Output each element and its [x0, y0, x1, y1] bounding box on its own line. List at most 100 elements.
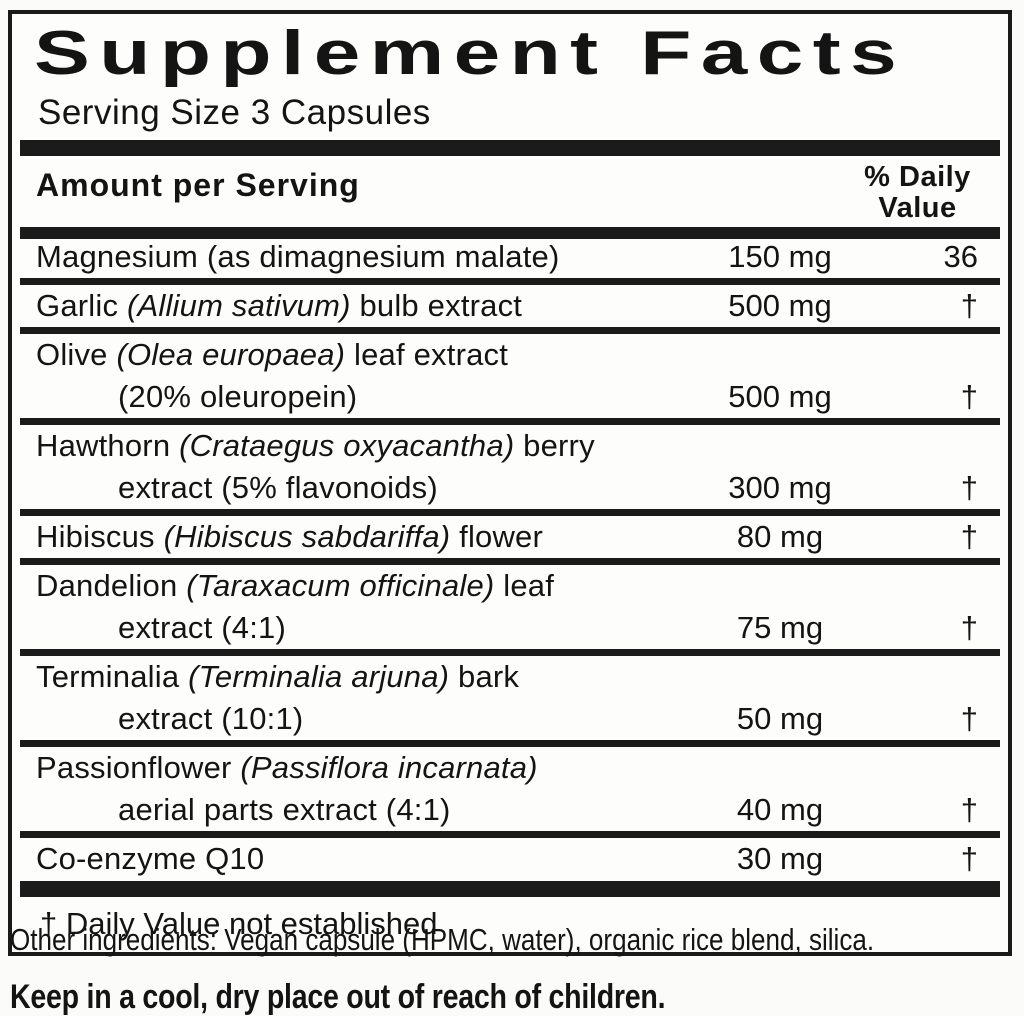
table-row: Hawthorn (Crataegus oxyacantha) berry ext…	[20, 428, 1000, 506]
table-row-line: (20% oleuropein) 500 mg †	[20, 379, 1000, 415]
ingredient-name-text: Olive	[36, 336, 117, 372]
latin-name: (Allium sativum)	[126, 287, 351, 323]
latin-name: (Taraxacum officinale)	[186, 567, 495, 603]
table-header: Amount per Serving % Daily Value	[20, 156, 1000, 227]
ingredient-name-text: Terminalia	[36, 658, 189, 694]
supplement-facts-panel: Supplement Facts Serving Size 3 Capsules…	[8, 10, 1012, 956]
row-divider	[20, 739, 1000, 747]
row-divider	[20, 326, 1000, 334]
ingredient-name-text: flower	[450, 518, 544, 554]
daily-value: †	[960, 700, 978, 736]
ingredient-name-text: berry	[514, 427, 595, 463]
ingredient-name-continued: extract (10:1)	[118, 700, 304, 736]
table-row: Passionflower (Passiflora incarnata) aeri…	[20, 750, 1000, 828]
row-divider	[20, 557, 1000, 565]
serving-size-text: Serving Size 3 Capsules	[38, 93, 431, 132]
divider-medium	[20, 226, 1000, 239]
ingredient-name: Passionflower (Passiflora incarnata)	[36, 749, 680, 785]
ingredient-name: Hawthorn (Crataegus oxyacantha) berry	[36, 427, 680, 463]
amount-value: 150 mg	[728, 238, 832, 274]
table-row: Magnesium (as dimagnesium malate) 150 mg 3…	[20, 239, 1000, 275]
ingredient-name-continued: extract (4:1)	[118, 609, 286, 645]
amount-value: 40 mg	[736, 791, 824, 827]
table-row-line: Olive (Olea europaea) leaf extract	[20, 337, 1000, 373]
ingredient-table: Magnesium (as dimagnesium malate) 150 mg 3…	[20, 239, 1000, 877]
daily-value: †	[960, 469, 978, 505]
latin-name: (Hibiscus sabdariffa)	[163, 518, 451, 554]
ingredient-name-text: Magnesium (as dimagnesium malate)	[36, 238, 560, 274]
amount-value: 75 mg	[736, 609, 824, 645]
table-row-line: Terminalia (Terminalia arjuna) bark	[20, 659, 1000, 695]
amount-value: 500 mg	[728, 287, 832, 323]
ingredient-name-text: leaf	[494, 567, 555, 603]
ingredient-name: Dandelion (Taraxacum officinale) leaf	[36, 567, 680, 603]
row-divider	[20, 648, 1000, 656]
row-divider	[20, 508, 1000, 516]
storage-warning-text: Keep in a cool, dry place out of reach o…	[10, 978, 666, 1016]
panel-title: Supplement Facts	[34, 19, 907, 88]
daily-value: †	[960, 840, 978, 876]
daily-value: †	[960, 287, 978, 323]
ingredient-name-text: Dandelion	[36, 567, 187, 603]
row-divider	[20, 830, 1000, 838]
ingredient-name-text: bark	[449, 658, 520, 694]
table-row: Garlic (Allium sativum) bulb extract 500 …	[20, 288, 1000, 324]
table-row-line: extract (5% flavonoids) 300 mg †	[20, 470, 1000, 506]
table-row-line: aerial parts extract (4:1) 40 mg †	[20, 792, 1000, 828]
ingredient-name-text: Co-enzyme Q10	[36, 840, 265, 876]
latin-name: (Olea europaea)	[116, 336, 346, 372]
table-row-line: extract (4:1) 75 mg †	[20, 610, 1000, 646]
row-divider	[20, 277, 1000, 285]
ingredient-name-text: leaf extract	[345, 336, 509, 372]
table-row-line: Passionflower (Passiflora incarnata)	[20, 750, 1000, 786]
table-row-line: Co-enzyme Q10 30 mg †	[20, 841, 1000, 877]
ingredient-name-continued: aerial parts extract (4:1)	[118, 791, 451, 827]
divider-heavy-top	[20, 140, 1000, 156]
table-row: Dandelion (Taraxacum officinale) leaf ext…	[20, 568, 1000, 646]
ingredient-name-continued: (20% oleuropein)	[118, 378, 358, 414]
amount-value: 80 mg	[736, 518, 824, 554]
table-row-line: Dandelion (Taraxacum officinale) leaf	[20, 568, 1000, 604]
daily-value-header-line2: Value	[878, 192, 957, 225]
amount-value: 500 mg	[728, 378, 832, 414]
amount-value: 300 mg	[728, 469, 832, 505]
daily-value: †	[960, 518, 978, 554]
table-row-line: Garlic (Allium sativum) bulb extract 500 …	[20, 288, 1000, 324]
daily-value: †	[960, 378, 978, 414]
ingredient-name-text: Hawthorn	[36, 427, 180, 463]
amount-per-serving-header: Amount per Serving	[36, 167, 360, 203]
table-row-line: Hibiscus (Hibiscus sabdariffa) flower 80 …	[20, 519, 1000, 555]
table-row-line: Magnesium (as dimagnesium malate) 150 mg 3…	[20, 239, 1000, 275]
daily-value: †	[960, 791, 978, 827]
ingredient-name-text: Hibiscus	[36, 518, 164, 554]
row-divider	[20, 417, 1000, 425]
table-row: Terminalia (Terminalia arjuna) bark extra…	[20, 659, 1000, 737]
ingredient-name-text: bulb extract	[350, 287, 523, 323]
ingredient-name: Terminalia (Terminalia arjuna) bark	[36, 658, 680, 694]
daily-value: 36	[943, 238, 978, 274]
ingredient-name-text: Passionflower	[36, 749, 241, 785]
ingredient-name: Garlic (Allium sativum) bulb extract	[36, 287, 680, 323]
amount-value: 50 mg	[736, 700, 824, 736]
table-row: Hibiscus (Hibiscus sabdariffa) flower 80 …	[20, 519, 1000, 555]
amount-value: 30 mg	[736, 840, 824, 876]
other-ingredients-text: Other ingredients: Vegan capsule (HPMC, …	[10, 922, 875, 957]
ingredient-name: Hibiscus (Hibiscus sabdariffa) flower	[36, 518, 680, 554]
daily-value-header: % Daily Value	[835, 161, 1000, 225]
ingredient-name: Olive (Olea europaea) leaf extract	[36, 336, 680, 372]
latin-name: (Passiflora incarnata)	[240, 749, 538, 785]
ingredient-name: Magnesium (as dimagnesium malate)	[36, 238, 680, 274]
ingredient-name-text: Garlic	[36, 287, 127, 323]
ingredient-name: Co-enzyme Q10	[36, 840, 680, 876]
table-row-line: Hawthorn (Crataegus oxyacantha) berry	[20, 428, 1000, 464]
table-row-line: extract (10:1) 50 mg †	[20, 701, 1000, 737]
table-row: Olive (Olea europaea) leaf extract (20% o…	[20, 337, 1000, 415]
table-row: Co-enzyme Q10 30 mg †	[20, 841, 1000, 877]
daily-value: †	[960, 609, 978, 645]
latin-name: (Terminalia arjuna)	[188, 658, 450, 694]
latin-name: (Crataegus oxyacantha)	[179, 427, 515, 463]
daily-value-footnote: † Daily Value not established	[40, 905, 438, 941]
daily-value-header-line1: % Daily	[864, 161, 971, 193]
ingredient-name-continued: extract (5% flavonoids)	[118, 469, 438, 505]
